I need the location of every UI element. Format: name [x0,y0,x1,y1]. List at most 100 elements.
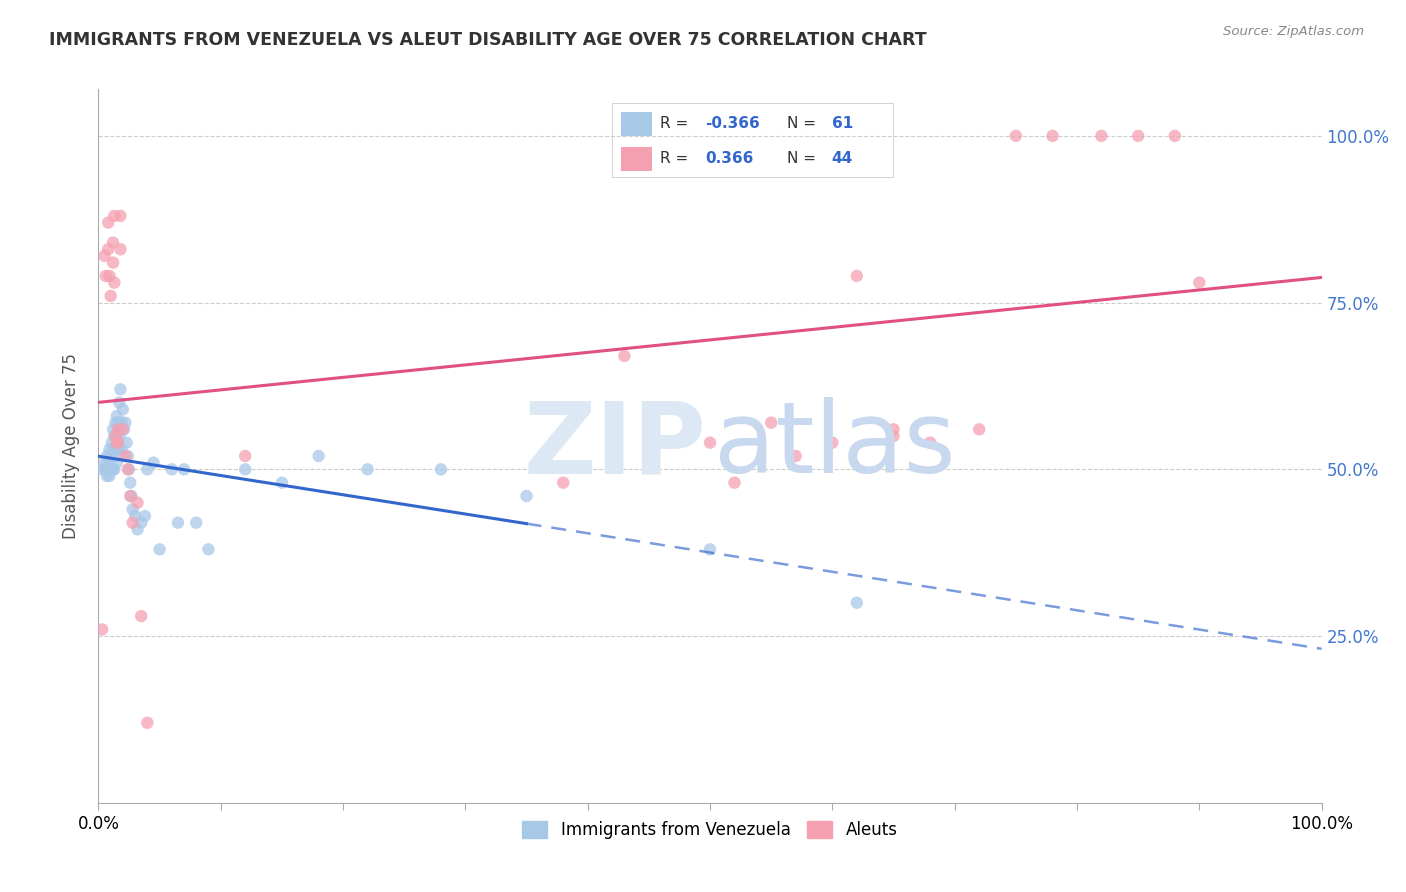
Point [112,422,135,436]
Point [101,462,124,476]
Point [233,462,256,476]
Point [103,449,125,463]
Point [129,516,152,530]
Point [127,496,149,510]
Point [96,449,118,463]
Point [120,489,142,503]
Point [883,422,905,436]
Point [107,435,129,450]
Point [845,268,868,283]
Point [883,429,905,443]
Point [723,475,745,490]
Point [821,435,844,450]
Point [111,442,134,457]
Point [100,462,122,476]
Point [101,235,124,250]
Point [121,516,143,530]
Point [111,416,134,430]
Point [111,402,134,417]
Point [108,395,131,409]
Point [101,435,124,450]
Point [699,542,721,557]
Point [553,475,575,490]
Point [97,216,120,230]
Point [105,409,128,423]
Point [110,422,132,436]
Point [136,462,159,476]
Point [103,429,125,443]
Point [97,456,120,470]
Point [149,542,172,557]
Point [1004,128,1026,143]
Point [515,489,537,503]
Point [1042,128,1064,143]
Point [1164,128,1187,143]
Point [967,422,990,436]
Point [845,596,868,610]
Point [270,475,294,490]
Point [111,422,134,436]
Point [94,462,117,476]
Point [107,416,129,430]
Point [142,456,165,470]
Point [100,449,122,463]
Point [173,462,195,476]
Point [613,349,636,363]
Point [101,422,124,436]
Point [120,489,142,503]
Point [105,456,128,470]
Point [920,435,942,450]
Point [117,462,139,476]
Point [127,522,149,536]
Text: ZIP: ZIP [523,398,706,494]
Point [167,516,190,530]
Point [98,268,121,283]
Point [101,442,124,457]
Point [121,502,143,516]
Point [186,516,208,530]
Point [761,416,783,430]
Point [785,449,807,463]
Point [105,435,128,450]
Point [93,249,115,263]
Point [97,462,120,476]
Point [197,542,219,557]
Point [160,462,183,476]
Point [98,469,121,483]
Point [107,442,129,457]
Point [1090,128,1112,143]
Y-axis label: Disability Age Over 75: Disability Age Over 75 [62,353,80,539]
Point [356,462,378,476]
Point [136,715,159,730]
Point [129,609,152,624]
Point [101,255,124,269]
Point [104,442,127,457]
Text: atlas: atlas [714,398,955,494]
Point [430,462,453,476]
Point [1188,276,1211,290]
Point [98,442,121,457]
Point [110,382,132,396]
Point [91,462,114,476]
Point [115,435,138,450]
Point [103,276,125,290]
Point [308,449,330,463]
Point [120,475,142,490]
Point [118,462,141,476]
Point [699,435,721,450]
Point [96,469,118,483]
Point [114,416,136,430]
Point [105,429,128,443]
Point [233,449,256,463]
Point [134,509,156,524]
Point [114,449,136,463]
Point [124,509,146,524]
Point [117,449,139,463]
Point [107,422,129,436]
Point [100,289,122,303]
Point [101,462,124,476]
Point [1128,128,1150,143]
Point [97,242,120,256]
Point [103,462,125,476]
Point [108,429,131,443]
